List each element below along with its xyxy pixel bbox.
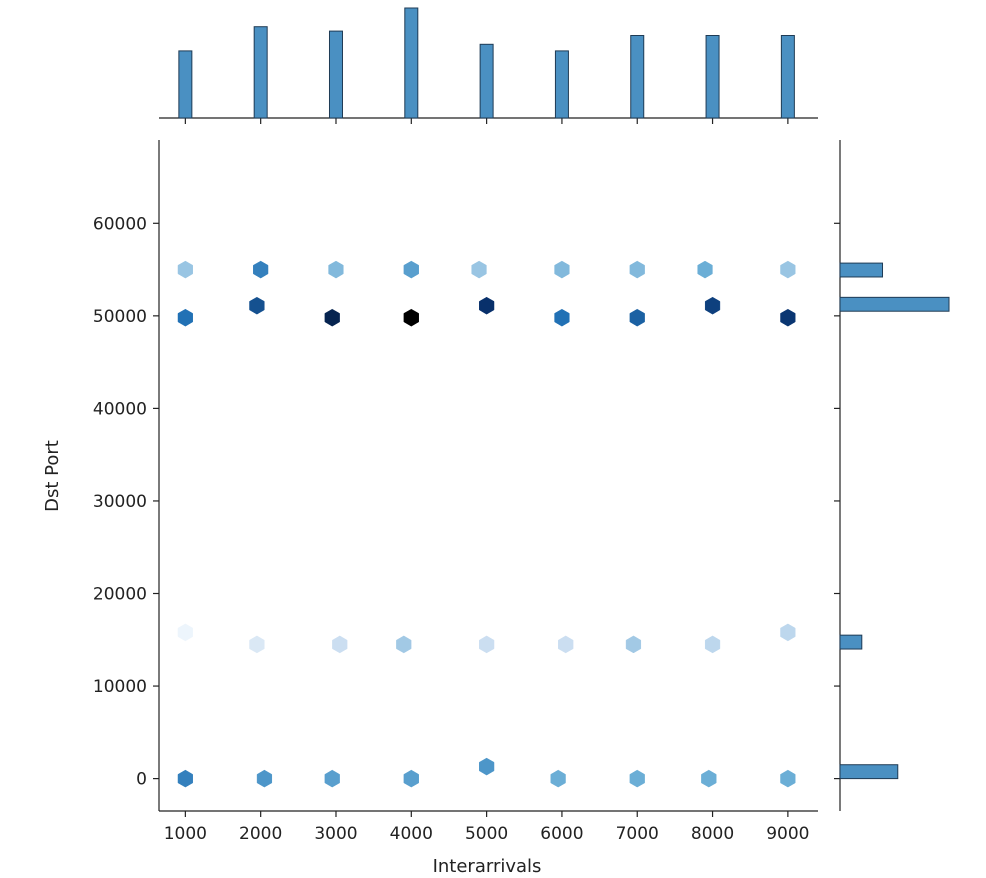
hexbin-21 bbox=[396, 635, 412, 654]
hexbin-24 bbox=[625, 635, 642, 654]
hexbin-33 bbox=[629, 769, 645, 788]
right-marginal-bar bbox=[839, 634, 863, 650]
hexbin-32 bbox=[550, 769, 566, 788]
hexbin-30 bbox=[403, 769, 419, 788]
hexbin-9 bbox=[177, 308, 193, 327]
right-marginal-bar bbox=[839, 764, 899, 780]
top-marginal-bar bbox=[178, 50, 193, 119]
y-tick-label: 40000 bbox=[93, 399, 147, 419]
x-tick-label: 6000 bbox=[540, 824, 583, 844]
hexbin-3 bbox=[403, 260, 419, 279]
hexbin-26 bbox=[780, 623, 796, 642]
hexbin-11 bbox=[324, 308, 340, 327]
y-tick-label: 60000 bbox=[93, 214, 147, 234]
hexbin-8 bbox=[780, 260, 796, 279]
hexbin-16 bbox=[704, 296, 721, 315]
right-marginal-histogram bbox=[839, 140, 950, 811]
top-marginal-bar bbox=[328, 30, 343, 119]
top-marginal-bar bbox=[630, 35, 645, 119]
hexbin-20 bbox=[332, 635, 348, 654]
hexbin-25 bbox=[704, 635, 721, 654]
hexbin-31 bbox=[479, 757, 495, 776]
hexbin-14 bbox=[554, 308, 570, 327]
top-marginal-bar bbox=[705, 35, 720, 119]
hexbin-1 bbox=[253, 260, 269, 279]
hexbin-19 bbox=[249, 635, 265, 654]
hexbin-7 bbox=[697, 260, 713, 279]
x-tick-label: 4000 bbox=[390, 824, 433, 844]
x-axis-label: Interarrivals bbox=[433, 856, 542, 877]
top-marginal-bar bbox=[404, 7, 419, 119]
x-tick-group: 1000 2000 3000 4000 5000 6000 7000 8000 9000 bbox=[164, 118, 810, 844]
joint-axes bbox=[158, 140, 818, 812]
right-marginal-bar bbox=[839, 296, 950, 312]
y-tick-label: 10000 bbox=[93, 677, 147, 697]
hexbin-15 bbox=[629, 308, 645, 327]
hexbin-5 bbox=[554, 260, 570, 279]
hexbin-2 bbox=[328, 260, 344, 279]
y-tick-label: 50000 bbox=[93, 307, 147, 327]
y-tick-label: 20000 bbox=[93, 585, 147, 605]
hexbin-27 bbox=[177, 769, 193, 788]
x-tick-label: 7000 bbox=[616, 824, 659, 844]
hexbin-0 bbox=[177, 260, 193, 279]
y-tick-label: 30000 bbox=[93, 492, 147, 512]
hexbin-layer bbox=[177, 260, 796, 788]
right-marginal-bar bbox=[839, 262, 884, 278]
hexbin-6 bbox=[629, 260, 645, 279]
hexbin-13 bbox=[479, 296, 495, 315]
y-tick-label: 0 bbox=[136, 770, 147, 790]
top-marginal-bar bbox=[554, 50, 569, 119]
hexbin-29 bbox=[324, 769, 340, 788]
hexbin-4 bbox=[471, 260, 487, 279]
hexbin-34 bbox=[701, 769, 717, 788]
top-marginal-bar bbox=[780, 35, 795, 119]
hexbin-28 bbox=[256, 769, 273, 788]
x-tick-label: 9000 bbox=[766, 824, 809, 844]
x-tick-label: 3000 bbox=[314, 824, 357, 844]
x-tick-label: 1000 bbox=[164, 824, 207, 844]
hexbin-12 bbox=[403, 308, 419, 327]
top-marginal-bar bbox=[253, 26, 268, 119]
y-tick-group: 0 10000 20000 30000 40000 50000 60000 bbox=[93, 214, 840, 790]
y-axis-label: Dst Port bbox=[42, 440, 63, 512]
x-tick-label: 5000 bbox=[465, 824, 508, 844]
hexbin-23 bbox=[558, 635, 574, 654]
hexbin-35 bbox=[780, 769, 796, 788]
hexbin-10 bbox=[249, 296, 265, 315]
top-marginal-bar bbox=[479, 43, 494, 119]
top-marginal-histogram bbox=[159, 7, 818, 119]
x-tick-label: 8000 bbox=[691, 824, 734, 844]
hexbin-18 bbox=[177, 623, 193, 642]
hexbin-17 bbox=[780, 308, 796, 327]
hexbin-22 bbox=[479, 635, 495, 654]
x-tick-label: 2000 bbox=[239, 824, 282, 844]
